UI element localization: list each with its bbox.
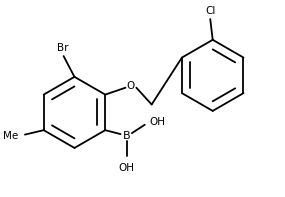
Text: Cl: Cl xyxy=(205,6,215,16)
Text: B: B xyxy=(123,131,131,141)
Text: Me: Me xyxy=(3,131,18,141)
Text: Br: Br xyxy=(57,43,68,53)
Text: OH: OH xyxy=(119,163,135,173)
Text: O: O xyxy=(127,81,135,91)
Text: OH: OH xyxy=(149,117,165,127)
